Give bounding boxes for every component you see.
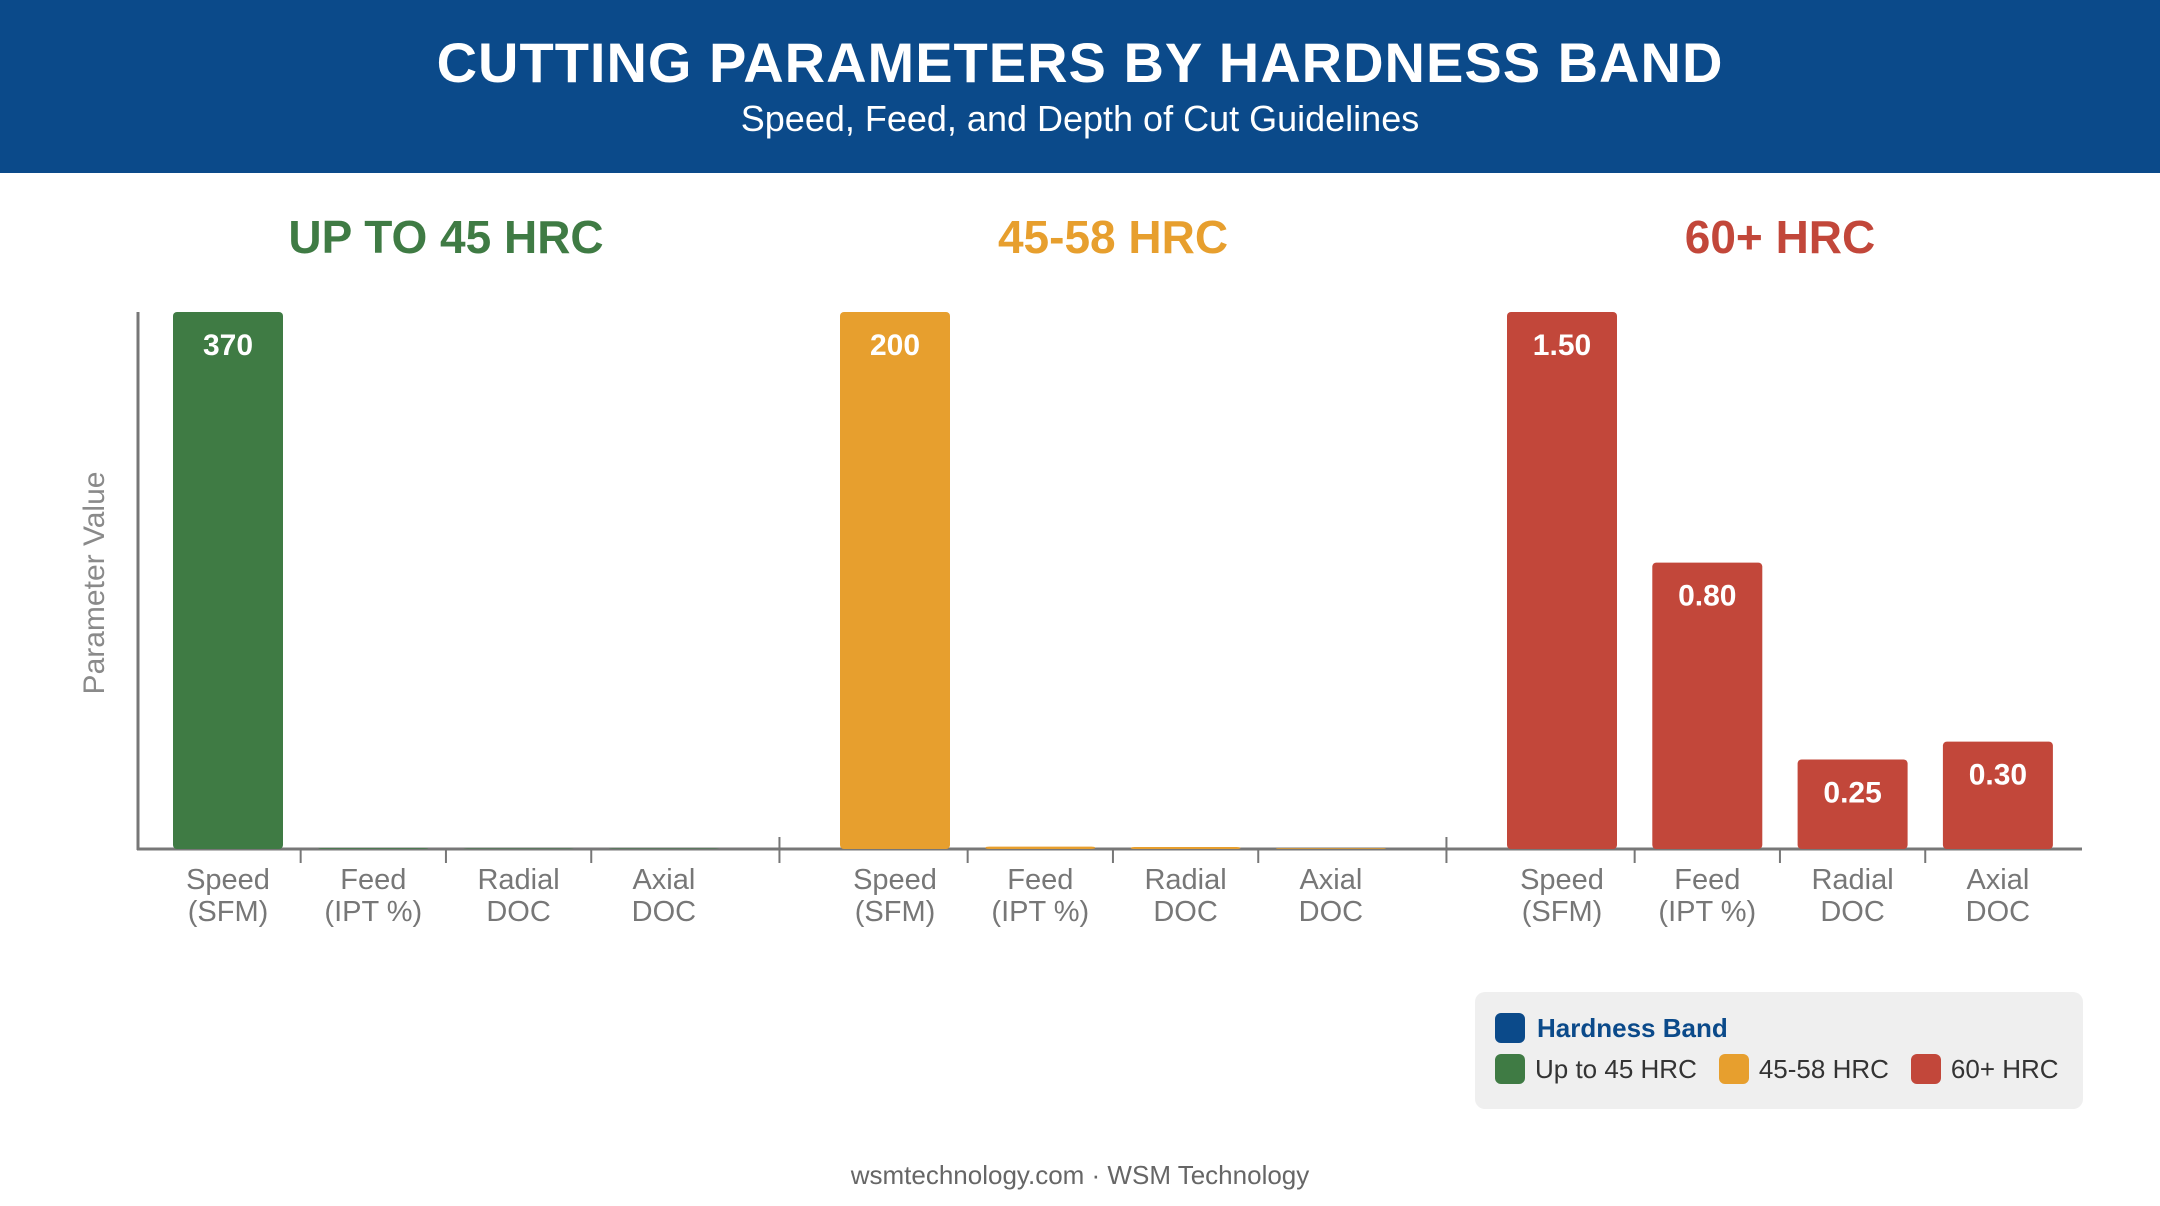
bar — [1652, 562, 1763, 849]
bar — [1942, 741, 2053, 849]
x-tick-label: DOC — [1299, 896, 1363, 928]
x-tick-label: DOC — [632, 896, 696, 928]
x-tick-label: DOC — [1153, 896, 1217, 928]
x-tick-label: (SFM) — [855, 896, 936, 928]
group-title: 45-58 HRC — [998, 211, 1228, 263]
bar-value-label: 0.35 — [489, 865, 547, 898]
legend-item-45-58: 45-58 HRC — [1718, 1053, 1889, 1085]
bar-value-label: 0.30 — [1302, 865, 1360, 898]
header-banner: CUTTING PARAMETERS BY HARDNESS BAND Spee… — [0, 0, 2160, 173]
x-tick-label: (IPT %) — [991, 896, 1089, 928]
x-tick-label: Speed — [186, 864, 270, 896]
x-tick-label: Radial — [1811, 864, 1893, 896]
bar-value-label: 0.80 — [1678, 580, 1736, 613]
bar-value-label: 0.30 — [1969, 759, 2027, 792]
bar — [608, 848, 719, 849]
bar-value-label: 0.50 — [344, 865, 402, 898]
footer-credit: wsmtechnology.com · WSM Technology — [850, 1160, 1310, 1190]
bar-value-label: 0.75 — [1156, 864, 1214, 897]
bar-value-label: 0.35 — [635, 865, 693, 898]
x-tick-label: Axial — [1966, 864, 2029, 896]
x-tick-label: Axial — [1299, 864, 1362, 896]
legend-header: Hardness Band — [1495, 1012, 1728, 1044]
bar — [463, 848, 574, 849]
bar — [840, 312, 950, 849]
bar — [985, 846, 1096, 849]
bar-value-label: 370 — [203, 329, 253, 362]
legend-title: Hardness Band — [1537, 1012, 1728, 1043]
x-tick-label: DOC — [486, 896, 550, 928]
bar — [1130, 846, 1241, 849]
x-tick-label: Feed — [340, 864, 406, 896]
chart-title: CUTTING PARAMETERS BY HARDNESS BAND — [436, 31, 1724, 94]
x-tick-label: Feed — [1674, 864, 1740, 896]
x-tick-label: Feed — [1007, 864, 1073, 896]
legend-items: Up to 45 HRC 45-58 HRC 60+ HRC — [1495, 1052, 2081, 1086]
x-tick-label: DOC — [1820, 896, 1884, 928]
legend-label: 60+ HRC — [1950, 1053, 2059, 1084]
x-tick-label: (SFM) — [188, 896, 269, 928]
legend-swatch — [1910, 1054, 1941, 1084]
bar-value-label: 0.90 — [1011, 864, 1069, 897]
legend-swatch — [1718, 1054, 1749, 1084]
x-tick-label: Radial — [1144, 864, 1226, 896]
x-tick-label: Speed — [1520, 864, 1604, 896]
x-tick-label: (IPT %) — [324, 896, 422, 928]
legend-title-swatch — [1495, 1013, 1525, 1043]
legend-swatch — [1495, 1054, 1525, 1084]
bar — [1507, 312, 1617, 849]
x-tick-label: (SFM) — [1522, 896, 1603, 928]
bar — [173, 312, 283, 849]
x-tick-label: Speed — [853, 864, 937, 896]
legend-label: Up to 45 HRC — [1535, 1053, 1697, 1084]
x-tick-label: Radial — [477, 864, 559, 896]
bar-value-label: 0.25 — [1823, 777, 1881, 810]
bar — [1797, 759, 1908, 849]
legend-item-60-plus: 60+ HRC — [1910, 1053, 2059, 1085]
bar-value-label: 200 — [870, 329, 920, 362]
x-tick-label: Axial — [632, 864, 695, 896]
x-tick-label: DOC — [1966, 896, 2030, 928]
group-title: UP TO 45 HRC — [288, 211, 603, 263]
bar — [318, 848, 429, 849]
legend-label: 45-58 HRC — [1758, 1053, 1889, 1084]
x-tick-label: (IPT %) — [1658, 896, 1756, 928]
bar — [1275, 848, 1386, 849]
bar-value-label: 1.50 — [1533, 329, 1591, 362]
y-axis-label: Parameter Value — [78, 472, 111, 695]
legend-item-up-to-45: Up to 45 HRC — [1495, 1054, 1697, 1085]
legend: Hardness Band Up to 45 HRC 45-58 HRC 60+… — [1475, 992, 2083, 1109]
chart-subtitle: Speed, Feed, and Depth of Cut Guidelines — [740, 98, 1420, 139]
group-title: 60+ HRC — [1685, 211, 1875, 263]
